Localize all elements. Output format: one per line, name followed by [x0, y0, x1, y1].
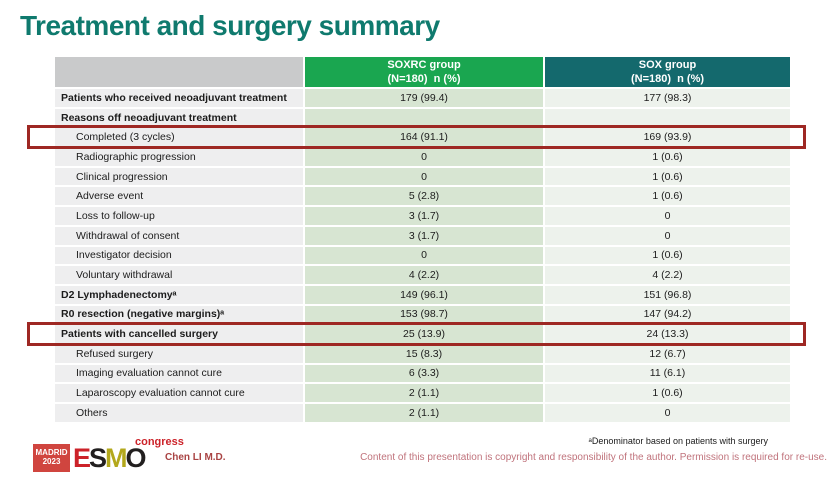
copyright-notice: Content of this presentation is copyrigh… — [360, 452, 827, 463]
table-row: Refused surgery 15 (8.3) 12 (6.7) — [55, 344, 790, 365]
header-sox-group: SOX group (N=180) n (%) — [545, 57, 790, 89]
row-label: Adverse event — [55, 187, 305, 208]
table-row: Investigator decision 0 1 (0.6) — [55, 246, 790, 267]
soxrc-value: 6 (3.3) — [305, 364, 545, 385]
page-title: Treatment and surgery summary — [20, 10, 440, 41]
sox-value: 177 (98.3) — [545, 89, 790, 109]
soxrc-value: 0 — [305, 148, 545, 168]
header-sox-sublabel: (N=180) n (%) — [630, 73, 705, 85]
sox-value: 1 (0.6) — [545, 246, 790, 267]
row-label: Radiographic progression — [55, 148, 305, 168]
row-label: Refused surgery — [55, 344, 305, 365]
table-row: Loss to follow-up 3 (1.7) 0 — [55, 207, 790, 227]
soxrc-value: 2 (1.1) — [305, 404, 545, 424]
badge-year: 2023 — [42, 457, 61, 466]
sox-value: 147 (94.2) — [545, 305, 790, 326]
table-row: Completed (3 cycles) 164 (91.1) 169 (93.9) — [27, 125, 806, 150]
table-row: Radiographic progression 0 1 (0.6) — [55, 148, 790, 168]
sox-value: 4 (2.2) — [545, 266, 790, 286]
header-soxrc-sublabel: (N=180) n (%) — [387, 73, 461, 85]
sox-value: 24 (13.3) — [545, 325, 790, 345]
table-row: Imaging evaluation cannot cure 6 (3.3) 11 … — [55, 364, 790, 385]
row-label: Laparoscopy evaluation cannot cure — [55, 384, 305, 404]
table-body: Patients who received neoadjuvant treatm… — [27, 89, 806, 424]
row-label: Patients who received neoadjuvant treatm… — [55, 89, 305, 109]
header-sox-label: SOX group — [638, 58, 697, 71]
madrid-2023-badge: MADRID 2023 — [33, 444, 70, 472]
header-soxrc-group: SOXRC group (N=180) n (%) — [305, 57, 545, 89]
soxrc-value: 15 (8.3) — [305, 344, 545, 365]
table-row: Reasons off neoadjuvant treatment — [55, 108, 790, 129]
sox-value: 151 (96.8) — [545, 285, 790, 306]
row-label: Completed (3 cycles) — [55, 128, 305, 149]
table-row: R0 resection (negative margins)ᵃ 153 (98.… — [55, 305, 790, 326]
row-label: R0 resection (negative margins)ᵃ — [55, 305, 305, 326]
table-row: Adverse event 5 (2.8) 1 (0.6) — [55, 187, 790, 208]
sox-value: 12 (6.7) — [545, 344, 790, 365]
sox-value: 169 (93.9) — [545, 128, 790, 149]
soxrc-value: 179 (99.4) — [305, 89, 545, 109]
badge-city: MADRID — [35, 448, 68, 458]
header-soxrc-label: SOXRC group — [387, 58, 461, 71]
table-header: SOXRC group (N=180) n (%) SOX group (N=1… — [55, 57, 790, 89]
table-row: Patients with cancelled surgery 25 (13.9)… — [27, 322, 806, 346]
table-row: Patients who received neoadjuvant treatm… — [55, 89, 790, 109]
esmo-letter: O — [125, 443, 147, 474]
esmo-letter: S — [89, 443, 107, 474]
row-label: D2 Lymphadenectomyᵃ — [55, 285, 305, 306]
table-row: Others 2 (1.1) 0 — [55, 404, 790, 424]
table-row: Withdrawal of consent 3 (1.7) 0 — [55, 226, 790, 247]
row-label: Others — [55, 404, 305, 424]
author-name: Chen LI M.D. — [165, 452, 226, 463]
soxrc-value: 2 (1.1) — [305, 384, 545, 404]
table-row: D2 Lymphadenectomyᵃ 149 (96.1) 151 (96.8) — [55, 285, 790, 306]
sox-value: 1 (0.6) — [545, 187, 790, 208]
soxrc-value — [305, 108, 545, 129]
sox-value: 1 (0.6) — [545, 167, 790, 188]
soxrc-value: 4 (2.2) — [305, 266, 545, 286]
sox-value: 1 (0.6) — [545, 384, 790, 404]
row-label: Investigator decision — [55, 246, 305, 267]
row-label: Voluntary withdrawal — [55, 266, 305, 286]
sox-value — [545, 108, 790, 129]
table-row: Laparoscopy evaluation cannot cure 2 (1.1… — [55, 384, 790, 404]
table-row: Voluntary withdrawal 4 (2.2) 4 (2.2) — [55, 266, 790, 286]
soxrc-value: 153 (98.7) — [305, 305, 545, 326]
row-label: Imaging evaluation cannot cure — [55, 364, 305, 385]
soxrc-value: 3 (1.7) — [305, 207, 545, 227]
soxrc-value: 0 — [305, 246, 545, 267]
congress-label: congress — [135, 436, 184, 448]
treatment-summary-table: SOXRC group (N=180) n (%) SOX group (N=1… — [27, 57, 806, 424]
soxrc-value: 3 (1.7) — [305, 226, 545, 247]
soxrc-value: 25 (13.9) — [305, 325, 545, 345]
sox-value: 0 — [545, 404, 790, 424]
header-empty-cell — [55, 57, 305, 89]
row-label: Loss to follow-up — [55, 207, 305, 227]
esmo-letter: M — [105, 443, 127, 474]
sox-value: 1 (0.6) — [545, 148, 790, 168]
sox-value: 0 — [545, 207, 790, 227]
soxrc-value: 164 (91.1) — [305, 128, 545, 149]
row-label: Clinical progression — [55, 167, 305, 188]
soxrc-value: 5 (2.8) — [305, 187, 545, 208]
table-footnote: ᵃDenominator based on patients with surg… — [588, 436, 768, 446]
table-row: Clinical progression 0 1 (0.6) — [55, 167, 790, 188]
esmo-letter: E — [73, 443, 91, 474]
row-label: Patients with cancelled surgery — [55, 325, 305, 345]
sox-value: 0 — [545, 226, 790, 247]
row-label: Reasons off neoadjuvant treatment — [55, 108, 305, 129]
soxrc-value: 149 (96.1) — [305, 285, 545, 306]
sox-value: 11 (6.1) — [545, 364, 790, 385]
row-label: Withdrawal of consent — [55, 226, 305, 247]
soxrc-value: 0 — [305, 167, 545, 188]
